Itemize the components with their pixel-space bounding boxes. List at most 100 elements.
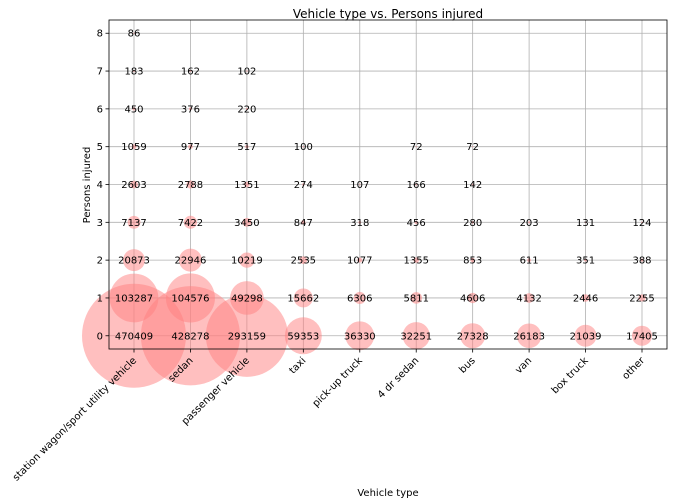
bubble [239, 252, 255, 268]
data-label: 1059 [121, 142, 146, 153]
bubble [302, 183, 305, 186]
x-axis-title: Vehicle type [357, 488, 418, 499]
data-label: 17405 [626, 331, 658, 342]
data-label: 36330 [344, 331, 376, 342]
y-tick-label: 2 [97, 256, 103, 267]
data-label: 5811 [403, 293, 428, 304]
y-tick-label: 4 [97, 180, 103, 191]
bubble [415, 146, 417, 148]
data-label: 456 [407, 218, 426, 229]
data-label: 351 [576, 256, 595, 267]
data-label: 220 [237, 104, 256, 115]
bubble [574, 324, 597, 347]
bubble [245, 107, 249, 110]
data-label: 274 [294, 180, 313, 191]
data-label: 470409 [115, 331, 153, 342]
bubble [471, 183, 474, 186]
data-label: 15662 [287, 293, 319, 304]
data-label: 280 [463, 218, 482, 229]
data-label: 162 [181, 67, 200, 78]
y-axis: 0 1 2 3 4 5 6 7 8 [97, 29, 109, 342]
bubble [631, 325, 653, 346]
bubble [584, 258, 587, 262]
y-tick-label: 8 [97, 29, 103, 40]
bubble [301, 220, 306, 225]
bubble [178, 248, 202, 272]
y-tick-label: 7 [97, 67, 103, 78]
bubble [299, 256, 308, 264]
bubble [516, 323, 542, 349]
bubble [358, 220, 362, 224]
y-tick-label: 5 [97, 142, 103, 153]
data-labels: 470409 103287 20873 7137 2603 1059 450 183 86 428… [115, 29, 658, 343]
bubble [242, 217, 252, 227]
bubble [245, 144, 249, 149]
bubble [188, 144, 193, 150]
bubble [584, 221, 587, 224]
data-label: 388 [632, 256, 651, 267]
bubble [133, 32, 135, 34]
bubble [358, 183, 361, 186]
bubble [244, 181, 250, 188]
data-label: 27328 [457, 331, 489, 342]
bubble [528, 221, 531, 224]
data-label: 1077 [347, 256, 372, 267]
bubble [524, 293, 534, 303]
data-label: 107 [350, 180, 369, 191]
bubble [345, 321, 375, 351]
x-tick-label: station wagon/sport utility vehicle [11, 355, 139, 483]
bubble [353, 291, 366, 304]
data-label: 203 [520, 218, 539, 229]
data-label: 86 [128, 29, 141, 40]
bubble [581, 294, 590, 302]
data-label: 166 [407, 180, 426, 191]
y-tick-label: 6 [97, 104, 103, 115]
data-label: 7422 [178, 218, 203, 229]
data-label: 847 [294, 218, 313, 229]
bubble [410, 292, 423, 304]
data-label: 293159 [228, 331, 266, 342]
data-label: 103287 [115, 293, 153, 304]
data-label: 376 [181, 104, 200, 115]
data-label: 4132 [516, 293, 541, 304]
data-label: 4606 [460, 293, 485, 304]
data-label: 2788 [178, 180, 203, 191]
bubble [130, 180, 138, 189]
data-label: 32251 [400, 331, 432, 342]
bubble [471, 221, 474, 224]
data-label: 428278 [171, 331, 209, 342]
bubble [189, 70, 192, 73]
data-label: 131 [576, 218, 595, 229]
x-tick-label: pick-up truck [311, 355, 365, 409]
y-axis-title: Persons injured [82, 147, 93, 224]
bubble [527, 258, 531, 263]
x-tick-label: bus [457, 355, 477, 375]
bubble [109, 273, 159, 323]
data-label: 142 [463, 180, 482, 191]
bubble [414, 220, 418, 224]
data-label: 2446 [573, 293, 598, 304]
bubble [413, 257, 420, 263]
data-label: 2603 [121, 180, 146, 191]
data-label: 318 [350, 218, 369, 229]
x-tick-label: 4 dr sedan [376, 355, 422, 401]
bubble [641, 221, 643, 224]
bubble [132, 107, 136, 111]
bubble [127, 215, 141, 229]
bubble [467, 292, 478, 304]
bubble [230, 281, 264, 315]
bubble [460, 323, 486, 349]
bubble [246, 70, 248, 72]
bubble [123, 249, 145, 272]
bubbles [82, 32, 653, 388]
data-label: 2255 [629, 293, 654, 304]
bubble [293, 288, 313, 308]
bubble [470, 257, 475, 263]
bubble [415, 183, 418, 186]
bubble [302, 145, 305, 148]
x-tick-label: other [621, 355, 648, 382]
data-label: 124 [632, 218, 651, 229]
bubble [188, 107, 192, 111]
data-label: 22946 [175, 256, 207, 267]
